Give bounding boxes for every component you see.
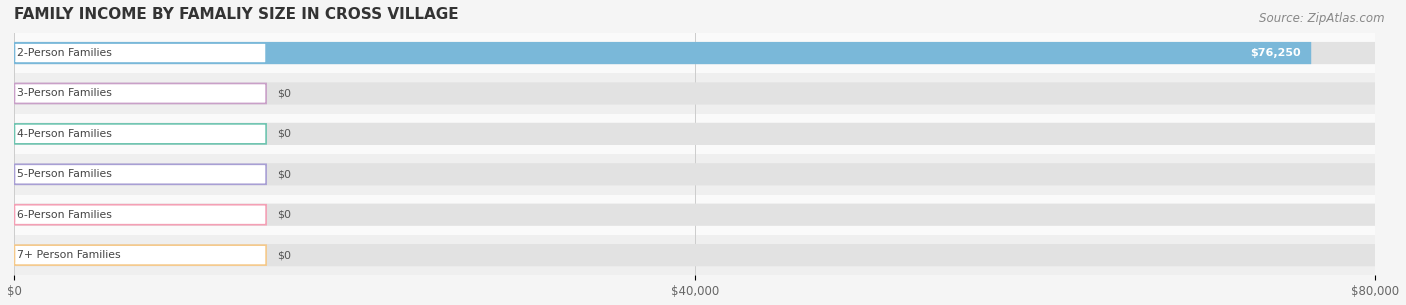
Text: 4-Person Families: 4-Person Families	[17, 129, 112, 139]
FancyBboxPatch shape	[14, 204, 1375, 226]
FancyBboxPatch shape	[14, 73, 1375, 114]
FancyBboxPatch shape	[14, 114, 1375, 154]
FancyBboxPatch shape	[14, 245, 266, 265]
FancyBboxPatch shape	[14, 195, 1375, 235]
Text: 2-Person Families: 2-Person Families	[17, 48, 112, 58]
Text: 7+ Person Families: 7+ Person Families	[17, 250, 121, 260]
FancyBboxPatch shape	[14, 164, 266, 184]
Text: 5-Person Families: 5-Person Families	[17, 169, 112, 179]
Text: 6-Person Families: 6-Person Families	[17, 210, 112, 220]
Text: $76,250: $76,250	[1250, 48, 1301, 58]
FancyBboxPatch shape	[14, 124, 266, 144]
Text: $0: $0	[277, 88, 291, 99]
FancyBboxPatch shape	[14, 235, 1375, 275]
FancyBboxPatch shape	[14, 123, 1375, 145]
Text: Source: ZipAtlas.com: Source: ZipAtlas.com	[1260, 12, 1385, 25]
FancyBboxPatch shape	[14, 43, 266, 63]
FancyBboxPatch shape	[14, 42, 1375, 64]
Text: $0: $0	[277, 210, 291, 220]
Text: $0: $0	[277, 169, 291, 179]
Text: $0: $0	[277, 129, 291, 139]
FancyBboxPatch shape	[14, 33, 1375, 73]
FancyBboxPatch shape	[14, 42, 1312, 64]
Text: $0: $0	[277, 250, 291, 260]
FancyBboxPatch shape	[14, 205, 266, 225]
FancyBboxPatch shape	[14, 163, 1375, 185]
FancyBboxPatch shape	[14, 244, 1375, 266]
FancyBboxPatch shape	[14, 84, 266, 103]
Text: FAMILY INCOME BY FAMALIY SIZE IN CROSS VILLAGE: FAMILY INCOME BY FAMALIY SIZE IN CROSS V…	[14, 7, 458, 22]
FancyBboxPatch shape	[14, 154, 1375, 195]
FancyBboxPatch shape	[14, 82, 1375, 105]
Text: 3-Person Families: 3-Person Families	[17, 88, 112, 99]
